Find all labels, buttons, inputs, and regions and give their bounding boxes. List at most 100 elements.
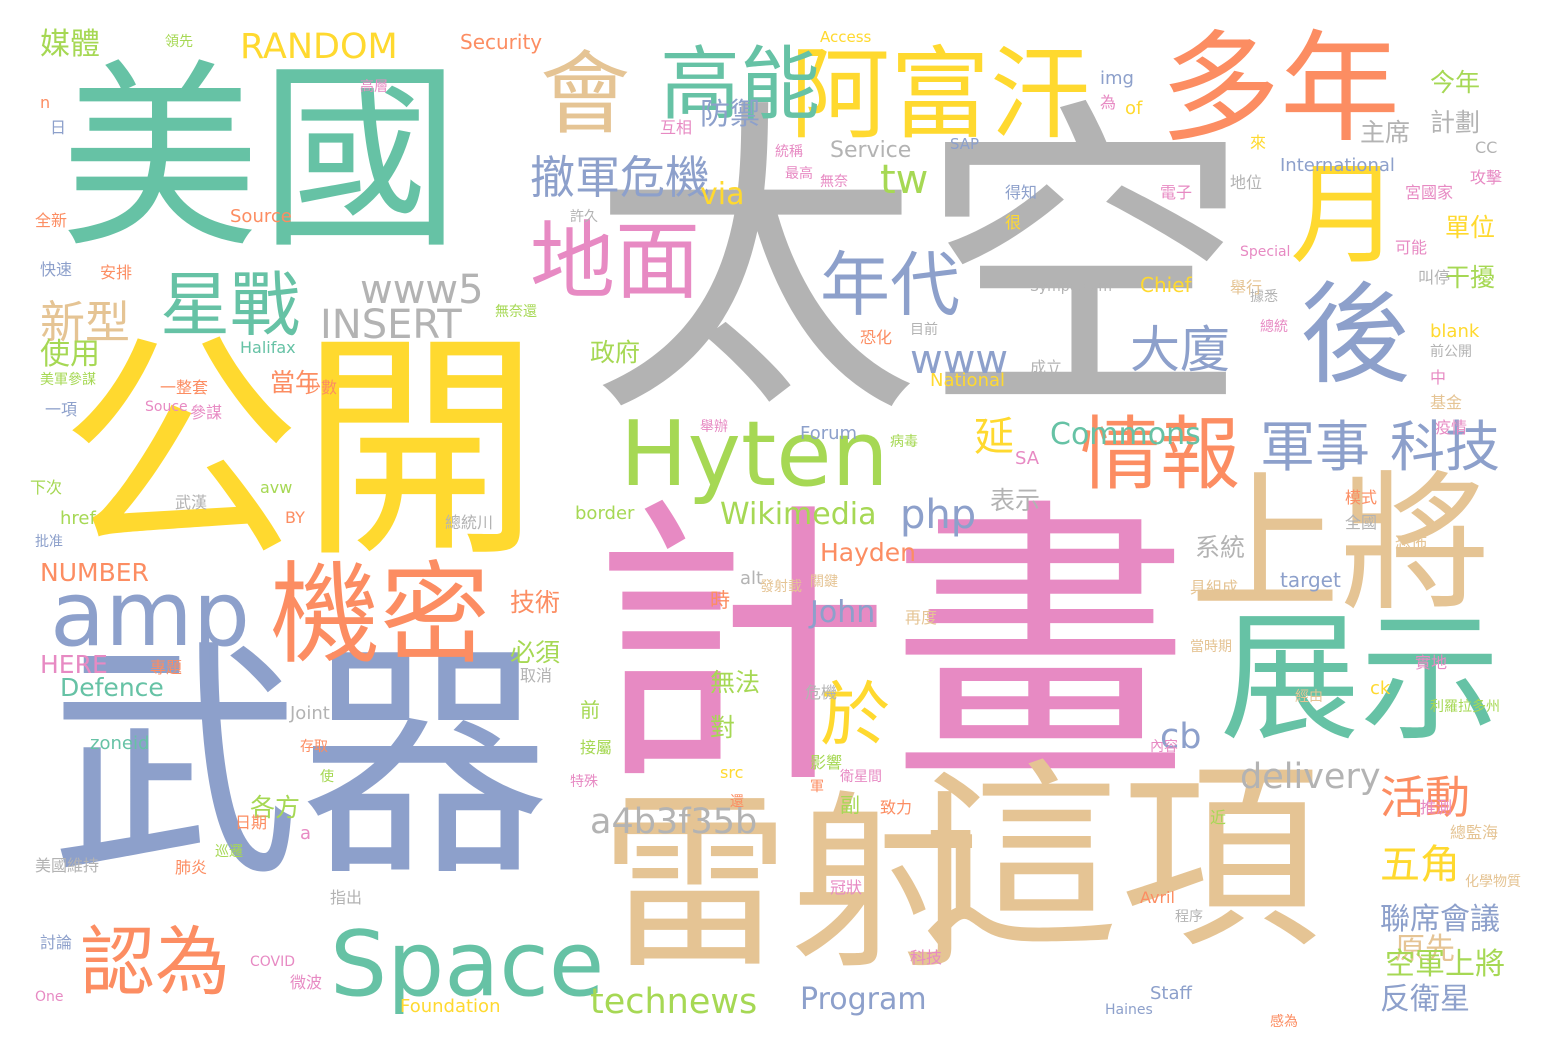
cloud-word: 各方 xyxy=(250,793,301,822)
cloud-word: 干擾 xyxy=(1445,263,1496,292)
cloud-word: 內容 xyxy=(1150,739,1178,755)
cloud-word: 一項 xyxy=(45,400,78,419)
cloud-word: 計畫 xyxy=(590,475,1190,824)
cloud-word: via xyxy=(700,177,745,212)
cloud-word: Symposium xyxy=(1030,279,1112,295)
cloud-word: tw xyxy=(880,157,929,203)
cloud-word: of xyxy=(1125,98,1143,119)
cloud-word: 還 xyxy=(730,794,744,810)
cloud-word: 專題 xyxy=(150,658,183,677)
cloud-word: target xyxy=(1280,568,1341,592)
cloud-word: 指出 xyxy=(330,888,363,907)
cloud-word: 可能 xyxy=(1395,238,1428,257)
cloud-word: 多年 xyxy=(1160,20,1400,159)
cloud-word: 使用 xyxy=(40,337,100,372)
cloud-word: Source xyxy=(230,206,292,227)
cloud-word: 大廈 xyxy=(1130,321,1230,379)
cloud-word: border xyxy=(575,503,635,524)
cloud-word: 特殊 xyxy=(570,774,598,790)
cloud-word: Foundation xyxy=(400,996,501,1017)
cloud-word: 互相 xyxy=(660,118,693,137)
cloud-word: 化學物質 xyxy=(1465,874,1521,890)
cloud-word: HERE xyxy=(40,650,108,679)
cloud-word: COVID xyxy=(250,954,296,970)
cloud-word: 認為 xyxy=(80,918,231,1006)
cloud-word: Chief xyxy=(1140,273,1192,297)
cloud-word: a xyxy=(300,823,312,844)
cloud-word: 成立 xyxy=(1030,358,1063,377)
cloud-word: 主席 xyxy=(1360,118,1411,147)
cloud-word: 單位 xyxy=(1445,213,1496,242)
cloud-word: Program xyxy=(800,982,927,1017)
cloud-word: 表示 xyxy=(990,486,1041,515)
cloud-word: 很 xyxy=(1005,213,1022,232)
cloud-word: 無法 xyxy=(710,668,761,697)
cloud-word: 軍 xyxy=(810,779,824,795)
cloud-word: International xyxy=(1280,155,1395,176)
cloud-word: Special xyxy=(1240,244,1291,260)
cloud-word: 今年 xyxy=(1430,68,1481,97)
cloud-word: Hayden xyxy=(820,538,917,567)
cloud-word: www xyxy=(910,337,1009,383)
cloud-word: ck xyxy=(1370,678,1391,699)
cloud-word: 肺炎 xyxy=(175,858,208,877)
cloud-word: 再度 xyxy=(905,608,938,627)
cloud-word: 這項 xyxy=(920,743,1321,976)
cloud-word: 高能 xyxy=(660,38,820,131)
cloud-word: 防禦 xyxy=(700,97,760,132)
cloud-word: 技術 xyxy=(510,588,561,617)
cloud-word: 總統 xyxy=(1260,319,1288,335)
cloud-word: delivery xyxy=(1240,757,1381,797)
cloud-word: a4b3f35b xyxy=(590,802,758,842)
cloud-word: Security xyxy=(460,30,543,54)
cloud-word: 取消 xyxy=(520,666,553,685)
cloud-word: 美國 xyxy=(60,43,461,276)
cloud-word: 少數 xyxy=(305,378,338,397)
cloud-word: 當年 xyxy=(270,368,321,397)
cloud-word: 恐怖 xyxy=(1395,533,1428,552)
cloud-word: 聯席會議 xyxy=(1380,902,1500,937)
cloud-word: 於 xyxy=(820,674,890,756)
cloud-word: 實地 xyxy=(1415,653,1448,672)
cloud-word: 安排 xyxy=(100,263,133,282)
cloud-word: 危機 xyxy=(805,683,838,702)
cloud-word: 微波 xyxy=(290,973,323,992)
cloud-word: Defence xyxy=(60,673,164,702)
cloud-word: 舉辦 xyxy=(700,419,728,435)
cloud-word: blank xyxy=(1430,321,1480,342)
cloud-word: SAP xyxy=(950,135,980,153)
cloud-word: 許久 xyxy=(570,209,598,225)
cloud-word: 反衛星 xyxy=(1380,982,1470,1017)
cloud-word: 舉行 xyxy=(1230,278,1263,297)
cloud-word: technews xyxy=(590,982,758,1022)
cloud-word: Haines xyxy=(1105,1002,1153,1018)
cloud-word: SA xyxy=(1015,448,1040,469)
cloud-word: 衛星間 xyxy=(840,769,882,785)
cloud-word: amp xyxy=(50,562,250,667)
cloud-word: NUMBER xyxy=(40,558,149,587)
cloud-word: 武漢 xyxy=(175,493,208,512)
cloud-word: Joint xyxy=(290,703,330,724)
cloud-word: 領先 xyxy=(165,34,193,50)
cloud-word: 宮國家 xyxy=(1405,183,1454,202)
cloud-word: John xyxy=(810,595,876,630)
cloud-word: 政府 xyxy=(590,338,641,367)
cloud-word: 得知 xyxy=(1005,183,1038,202)
cloud-word: 系統 xyxy=(1195,533,1246,562)
cloud-word: 無奈還 xyxy=(495,304,537,320)
cloud-word: 關鍵 xyxy=(810,574,838,590)
cloud-word: 恐化 xyxy=(860,328,893,347)
cloud-word: href xyxy=(60,508,96,529)
cloud-word: 程序 xyxy=(1175,909,1203,925)
cloud-word: 媒體 xyxy=(40,27,100,62)
cloud-word: RANDOM xyxy=(240,27,398,67)
cloud-word: 月 xyxy=(1290,151,1400,279)
cloud-word: 致力 xyxy=(880,798,913,817)
cloud-word: Forum xyxy=(800,423,858,444)
cloud-word: 使 xyxy=(320,769,334,785)
cloud-word: 參謀 xyxy=(190,403,223,422)
cloud-word: INSERT xyxy=(320,302,462,348)
cloud-word: 軍事 xyxy=(1260,415,1371,479)
cloud-word: 美軍參謀 xyxy=(40,372,96,388)
